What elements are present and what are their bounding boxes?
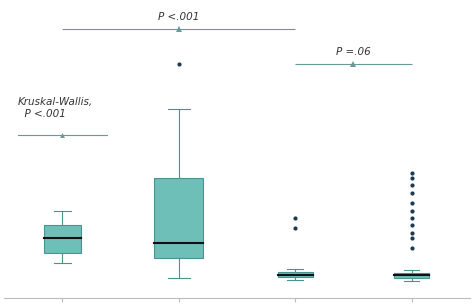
Bar [394,273,429,278]
Bar [278,272,313,277]
Text: P =.06: P =.06 [336,47,371,57]
Bar [44,225,81,253]
Text: Kruskal-Wallis,
  P <.001: Kruskal-Wallis, P <.001 [18,97,93,119]
Text: P <.001: P <.001 [158,12,200,22]
Bar [155,178,203,258]
